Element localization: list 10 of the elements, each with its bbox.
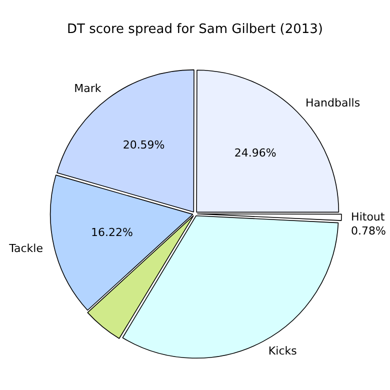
- slice-label: Kicks: [268, 344, 298, 358]
- slice-label: Handballs: [306, 96, 360, 110]
- slice-label: Hitout: [351, 210, 386, 224]
- data-label: 16.22%: [91, 226, 133, 240]
- slice-label: Mark: [74, 82, 102, 95]
- chart-title: DT score spread for Sam Gilbert (2013): [67, 22, 323, 38]
- slice-label: Tackle: [8, 242, 44, 256]
- data-label: 0.78%: [351, 224, 386, 238]
- data-label: 24.96%: [234, 146, 276, 160]
- data-label: 20.59%: [122, 138, 165, 152]
